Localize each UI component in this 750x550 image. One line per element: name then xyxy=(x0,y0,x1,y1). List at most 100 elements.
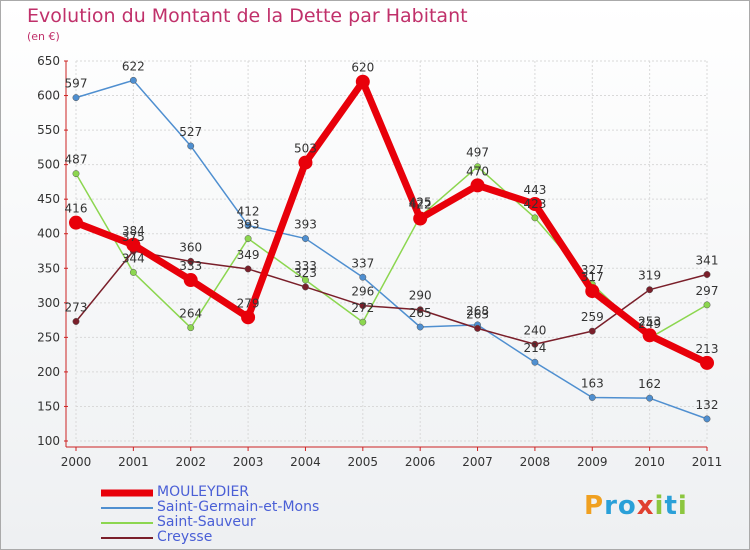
data-point xyxy=(355,74,370,89)
series-line-creysse xyxy=(75,250,708,346)
data-label: 213 xyxy=(696,342,719,356)
data-point xyxy=(72,170,80,178)
x-tick-label: 2005 xyxy=(348,455,379,469)
data-point xyxy=(187,142,195,150)
legend-label: Saint-Sauveur xyxy=(157,514,256,530)
data-label: 416 xyxy=(65,202,88,216)
y-tick-label: 650 xyxy=(37,54,60,68)
chart-subtitle: (en €) xyxy=(27,30,60,43)
data-point xyxy=(531,340,539,348)
data-label: 620 xyxy=(351,61,374,75)
data-point xyxy=(474,324,481,332)
data-point xyxy=(359,273,367,281)
data-point xyxy=(474,163,481,171)
data-label: 425 xyxy=(409,195,432,209)
data-point xyxy=(585,284,600,299)
data-label: 349 xyxy=(237,248,260,262)
data-label: 344 xyxy=(122,251,145,265)
data-label: 497 xyxy=(466,146,489,160)
data-label: 214 xyxy=(523,341,546,355)
data-point xyxy=(129,76,137,84)
chart-title: Evolution du Montant de la Dette par Hab… xyxy=(27,5,468,27)
y-tick-label: 200 xyxy=(37,365,60,379)
y-tick-label: 250 xyxy=(37,330,60,344)
data-label: 393 xyxy=(294,218,317,232)
data-label: 412 xyxy=(237,204,260,218)
data-label: 162 xyxy=(638,377,661,391)
data-label: 333 xyxy=(294,259,317,273)
data-point xyxy=(126,237,141,252)
legend-swatch xyxy=(101,489,153,496)
data-point xyxy=(241,310,256,325)
series-line-saint-sauveur xyxy=(75,165,708,339)
data-label: 323 xyxy=(294,266,317,280)
data-label: 265 xyxy=(409,306,432,320)
data-label: 333 xyxy=(179,259,202,273)
data-point xyxy=(470,178,485,193)
data-point xyxy=(413,211,428,226)
data-label: 327 xyxy=(581,263,604,277)
y-tick-label: 400 xyxy=(37,227,60,241)
data-point xyxy=(187,324,195,332)
x-tick-label: 2011 xyxy=(692,455,723,469)
data-label: 422 xyxy=(409,198,432,212)
data-label: 279 xyxy=(237,296,260,310)
data-point xyxy=(527,197,542,212)
legend-label: Saint-Germain-et-Mons xyxy=(157,499,320,515)
x-tick-label: 2000 xyxy=(61,455,92,469)
data-label: 443 xyxy=(523,183,546,197)
x-tick-label: 2004 xyxy=(290,455,321,469)
y-tick-label: 300 xyxy=(37,296,60,310)
y-tick-label: 150 xyxy=(37,399,60,413)
data-label: 423 xyxy=(523,197,546,211)
data-label: 263 xyxy=(466,307,489,321)
x-tick-label: 2010 xyxy=(634,455,665,469)
x-tick-label: 2007 xyxy=(462,455,493,469)
x-tick-label: 2006 xyxy=(405,455,436,469)
x-tick-label: 2008 xyxy=(520,455,551,469)
data-label: 487 xyxy=(65,153,88,167)
legend-swatch xyxy=(101,536,153,539)
data-point xyxy=(302,283,309,291)
data-point xyxy=(129,268,137,276)
x-tick-label: 2003 xyxy=(233,455,264,469)
y-tick-label: 450 xyxy=(37,192,60,206)
data-point xyxy=(531,358,539,366)
data-label: 360 xyxy=(179,240,202,254)
legend-swatch xyxy=(101,506,153,509)
data-label: 240 xyxy=(523,323,546,337)
data-label: 296 xyxy=(351,285,374,299)
legend-swatch xyxy=(101,521,153,524)
data-label: 264 xyxy=(179,307,202,321)
series-line-mouleydier xyxy=(72,78,711,367)
data-point xyxy=(69,215,83,230)
data-label: 259 xyxy=(581,310,604,324)
data-label: 622 xyxy=(122,59,145,73)
data-label: 272 xyxy=(351,301,374,315)
data-label: 470 xyxy=(466,164,489,178)
data-point xyxy=(244,221,252,229)
data-label: 393 xyxy=(237,218,260,232)
data-point xyxy=(588,327,596,335)
data-point xyxy=(187,257,195,265)
x-tick-label: 2009 xyxy=(577,455,608,469)
data-point xyxy=(588,394,596,401)
x-tick-label: 2002 xyxy=(175,455,206,469)
data-point xyxy=(244,265,252,273)
data-label: 297 xyxy=(696,284,719,298)
data-label: 527 xyxy=(179,125,202,139)
data-point xyxy=(244,235,252,243)
data-label: 273 xyxy=(65,300,88,314)
data-label: 317 xyxy=(581,270,604,284)
data-label: 253 xyxy=(638,314,661,328)
data-point xyxy=(646,394,654,402)
data-label: 597 xyxy=(65,77,88,91)
data-label: 132 xyxy=(696,398,719,412)
data-label: 249 xyxy=(638,317,661,331)
data-point xyxy=(531,214,539,222)
data-point xyxy=(72,318,80,325)
data-point xyxy=(72,94,80,102)
legend-label: Creysse xyxy=(157,529,213,545)
